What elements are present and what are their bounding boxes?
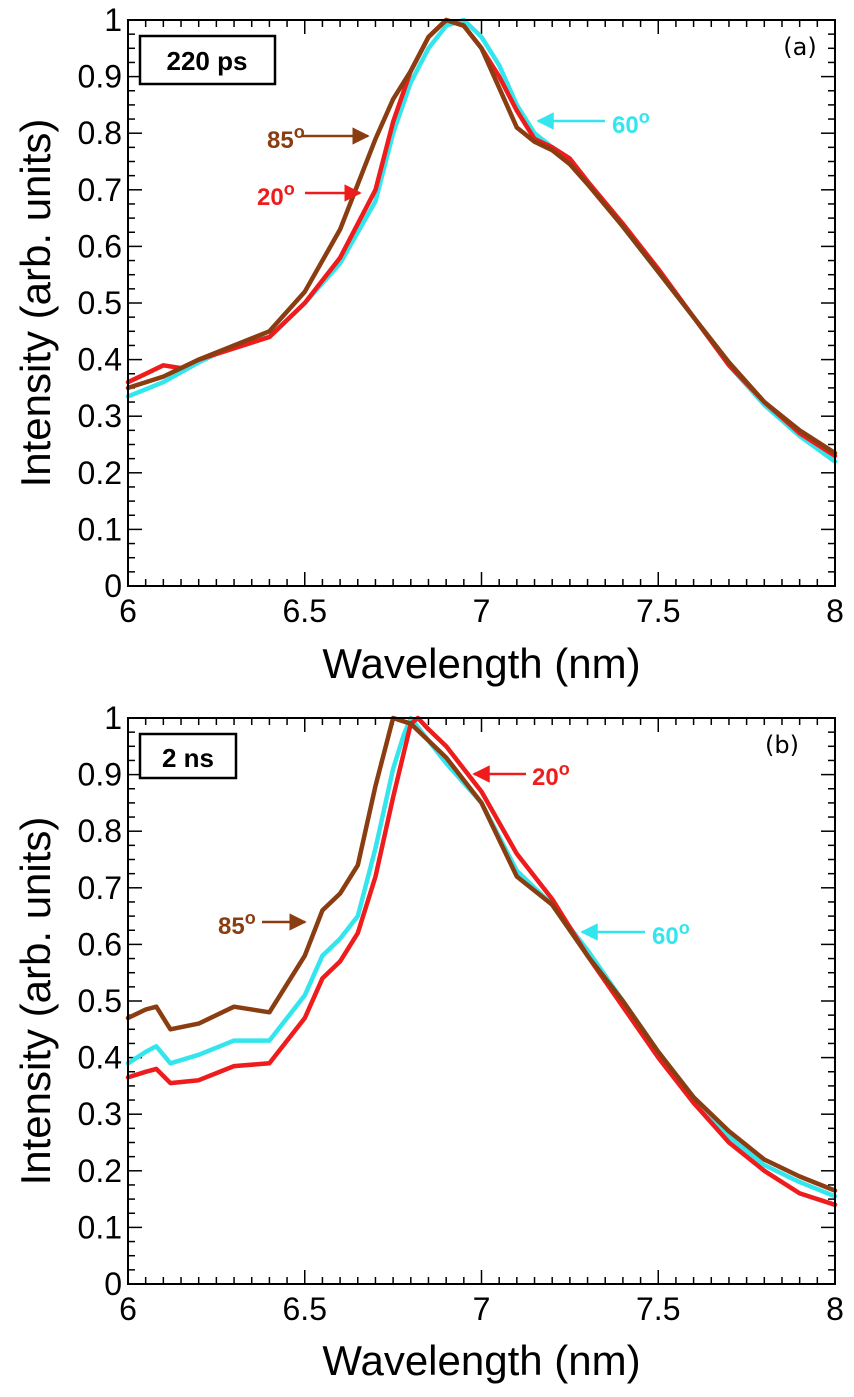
y-tick-label: 0.3	[78, 1096, 122, 1132]
chart-panel-a: 6 6.5 7 7.5 8 0 0.1 0.2 0.3 0.4 0.5 0.6 0.7 0.8 0.9 1 Wa…	[12, 2, 844, 687]
angle-annotation: 60o	[612, 107, 650, 139]
y-tick-label: 0.4	[78, 1040, 122, 1076]
panel-label: (b)	[765, 731, 799, 759]
y-tick-label: 0.9	[78, 757, 122, 793]
y-axis-title: Intensity (arb. units)	[12, 119, 59, 488]
y-tick-label: 0.1	[78, 511, 122, 547]
y-tick-label: 0.7	[78, 172, 122, 208]
y-tick-label: 0.5	[78, 285, 122, 321]
y-tick-label: 0.7	[78, 870, 122, 906]
y-tick-label: 0.8	[78, 813, 122, 849]
y-tick-label: 0.2	[78, 1153, 122, 1189]
x-tick-label: 6.5	[283, 1291, 327, 1327]
angle-annotation: 85o	[218, 908, 256, 940]
x-tick-label: 8	[826, 593, 844, 629]
y-axis-title: Intensity (arb. units)	[12, 817, 59, 1186]
time-label: 220 ps	[167, 46, 248, 76]
y-tick-label: 0.3	[78, 398, 122, 434]
plot-frame	[127, 19, 836, 587]
y-tick-label: 0.4	[78, 342, 122, 378]
series-line-20deg	[125, 17, 838, 459]
time-label: 2 ns	[162, 743, 214, 773]
y-tick-label: 0	[104, 1266, 122, 1302]
x-tick-label: 8	[826, 1291, 844, 1327]
x-tick-label: 6.5	[283, 593, 327, 629]
angle-annotation: 20o	[532, 759, 570, 791]
y-tick-label: 1	[104, 700, 122, 736]
y-tick-label: 1	[104, 2, 122, 38]
angle-annotation: 60o	[652, 918, 690, 950]
plot-frame	[127, 717, 836, 1285]
time-label-box	[138, 34, 277, 86]
y-tick-label: 0.5	[78, 983, 122, 1019]
angle-annotation: 20o	[257, 179, 295, 211]
series-line-60deg	[125, 17, 838, 464]
y-tick-label: 0.2	[78, 455, 122, 491]
y-tick-label: 0	[104, 568, 122, 604]
series-line-20deg	[125, 715, 838, 1208]
y-tick-label: 0.6	[78, 926, 122, 962]
panel-label: (a)	[783, 33, 816, 61]
x-tick-label: 7	[473, 1291, 491, 1327]
x-tick-label: 7	[473, 593, 491, 629]
time-label-box	[138, 732, 238, 780]
x-tick-label: 7.5	[636, 593, 680, 629]
x-axis-title: Wavelength (nm)	[322, 640, 640, 687]
y-tick-label: 0.8	[78, 115, 122, 151]
y-tick-label: 0.1	[78, 1209, 122, 1245]
series-line-85deg	[125, 17, 838, 456]
series-line-85deg	[125, 715, 838, 1193]
y-tick-label: 0.9	[78, 59, 122, 95]
x-tick-label: 6	[119, 1291, 137, 1327]
angle-annotation: 85o	[267, 122, 305, 154]
x-axis-title: Wavelength (nm)	[322, 1337, 640, 1384]
x-tick-label: 7.5	[636, 1291, 680, 1327]
chart-panel-b: 6 6.5 7 7.5 8 0 0.1 0.2 0.3 0.4 0.5 0.6 0.7 0.8 0.9 1 Wa…	[12, 700, 844, 1384]
x-tick-label: 6	[119, 593, 137, 629]
y-tick-label: 0.6	[78, 228, 122, 264]
